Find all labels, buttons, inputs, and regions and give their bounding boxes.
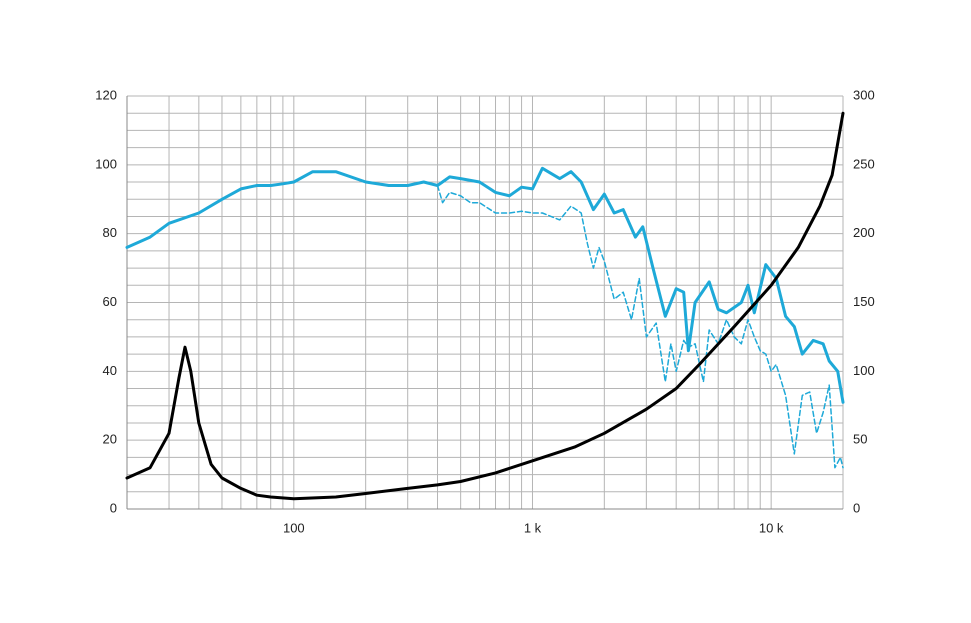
y-tick-label: 100 [95, 156, 117, 171]
x-tick-label: 1 k [524, 520, 542, 535]
y2-tick-label: 100 [853, 363, 875, 378]
y2-tick-label: 0 [853, 500, 860, 515]
series-line [436, 184, 844, 469]
y-tick-label: 20 [103, 432, 117, 447]
y2-tick-label: 200 [853, 225, 875, 240]
series-line [125, 111, 845, 501]
y2-tick-label: 150 [853, 294, 875, 309]
y2-tick-label: 300 [853, 87, 875, 102]
y-tick-label: 120 [95, 87, 117, 102]
series-line [125, 166, 845, 404]
y-tick-label: 80 [103, 225, 117, 240]
y-tick-label: 40 [103, 363, 117, 378]
y-tick-label: 0 [110, 500, 117, 515]
y2-tick-label: 250 [853, 156, 875, 171]
x-tick-label: 100 [283, 520, 305, 535]
y-tick-label: 60 [103, 294, 117, 309]
y2-tick-label: 50 [853, 432, 867, 447]
x-tick-label: 10 k [759, 520, 784, 535]
